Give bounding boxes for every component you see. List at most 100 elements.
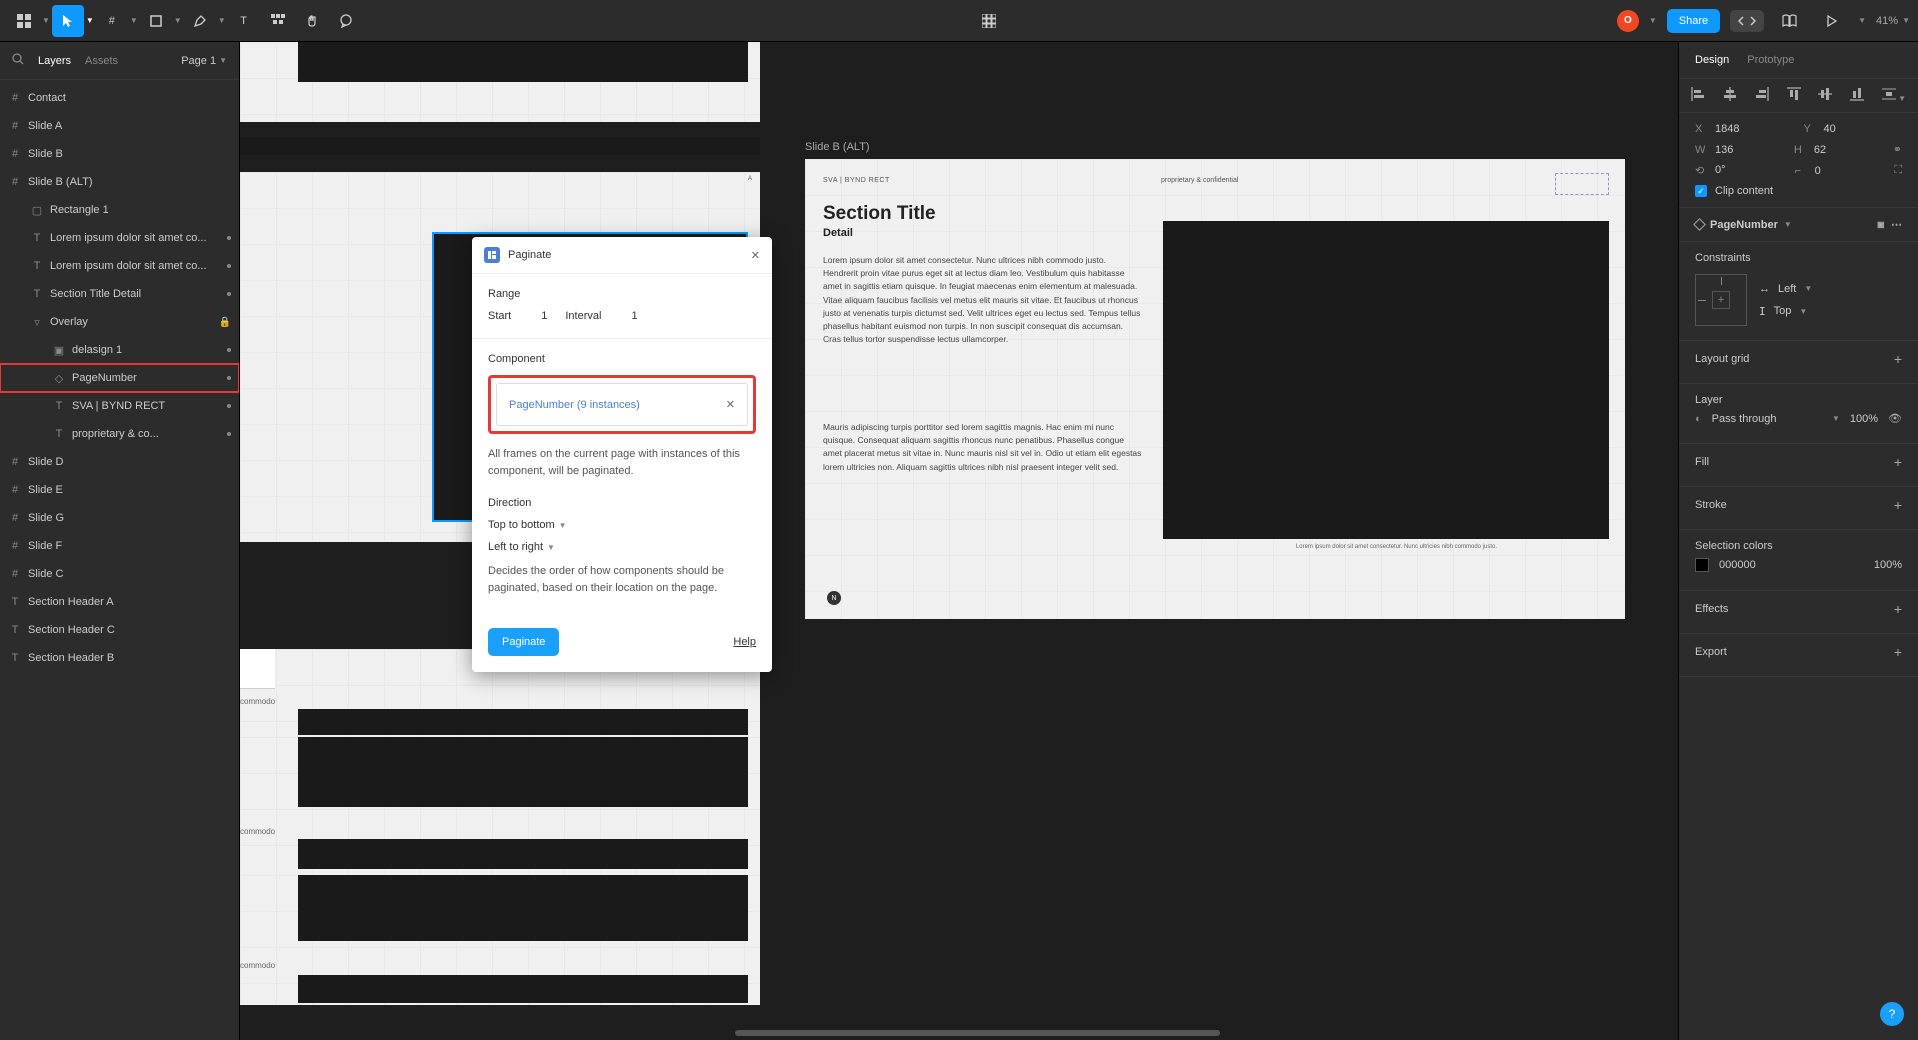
chevron-down-icon[interactable]: ▼ xyxy=(174,16,182,25)
share-button[interactable]: Share xyxy=(1667,9,1720,33)
layer-item[interactable]: ▣delasign 1 xyxy=(0,336,239,364)
dev-mode-button[interactable] xyxy=(1730,10,1764,32)
layer-item[interactable]: #Slide D xyxy=(0,448,239,476)
expand-icon[interactable]: ⛶ xyxy=(1894,164,1902,177)
slide-frame-right[interactable]: SVA | BYND RECT proprietary & confidenti… xyxy=(805,159,1625,619)
link-icon[interactable]: ⚭ xyxy=(1893,143,1902,156)
layer-item[interactable]: #Slide F xyxy=(0,532,239,560)
top-to-bottom-select[interactable]: Top to bottom▼ xyxy=(488,519,756,531)
help-fab[interactable]: ? xyxy=(1880,1002,1904,1026)
horizontal-scrollbar[interactable] xyxy=(735,1030,1448,1036)
help-link[interactable]: Help xyxy=(733,636,756,648)
align-bottom-icon[interactable] xyxy=(1850,87,1864,104)
layers-tab[interactable]: Layers xyxy=(38,55,71,67)
chevron-down-icon[interactable]: ▼ xyxy=(1784,220,1792,229)
distribute-icon[interactable]: ▼ xyxy=(1882,87,1906,104)
y-value[interactable]: 40 xyxy=(1824,123,1903,135)
blend-mode[interactable]: Pass through xyxy=(1712,413,1822,425)
left-to-right-select[interactable]: Left to right▼ xyxy=(488,541,756,553)
close-icon[interactable]: ✕ xyxy=(751,249,760,262)
radius-value[interactable]: 0 xyxy=(1815,165,1885,177)
assets-tab[interactable]: Assets xyxy=(85,55,118,67)
layer-item[interactable]: #Slide A xyxy=(0,112,239,140)
layer-item[interactable]: TSection Header C xyxy=(0,616,239,644)
h-value[interactable]: 62 xyxy=(1814,144,1883,156)
color-swatch[interactable] xyxy=(1695,558,1709,572)
align-vcenter-icon[interactable] xyxy=(1818,87,1832,104)
canvas[interactable]: A Slide B (ALT) SVA | BYND RECT propriet… xyxy=(240,42,1678,1040)
slide-frame-bottom3[interactable]: commodo xyxy=(240,875,760,1005)
avatar[interactable]: O xyxy=(1617,10,1639,32)
main-menu[interactable] xyxy=(8,5,40,37)
layer-item[interactable]: #Slide B (ALT) xyxy=(0,168,239,196)
layer-item[interactable]: TSection Header A xyxy=(0,588,239,616)
lock-icon[interactable]: 🔒 xyxy=(219,317,231,328)
text-tool[interactable]: T xyxy=(228,5,260,37)
frame-tool[interactable]: # xyxy=(96,5,128,37)
search-icon[interactable] xyxy=(12,53,24,68)
layer-item[interactable]: #Contact xyxy=(0,84,239,112)
rotation-value[interactable]: 0° xyxy=(1715,164,1785,177)
add-export-button[interactable]: + xyxy=(1894,644,1902,660)
layer-item[interactable]: TSection Title Detail xyxy=(0,280,239,308)
interval-value[interactable]: 1 xyxy=(631,310,637,322)
play-button[interactable] xyxy=(1816,5,1848,37)
layer-item[interactable]: TLorem ipsum dolor sit amet co... xyxy=(0,252,239,280)
layer-item[interactable]: ◇PageNumber xyxy=(0,364,239,392)
page-selector[interactable]: Page 1▼ xyxy=(181,55,227,67)
add-stroke-button[interactable]: + xyxy=(1894,497,1902,513)
chevron-down-icon[interactable]: ▼ xyxy=(1858,16,1866,25)
comment-tool[interactable] xyxy=(330,5,362,37)
more-icon[interactable]: ⋯ xyxy=(1891,218,1902,231)
detach-icon[interactable]: ◈ xyxy=(1873,217,1888,232)
layer-item[interactable]: ▿Overlay🔒 xyxy=(0,308,239,336)
library-icon[interactable] xyxy=(1774,5,1806,37)
resources-tool[interactable] xyxy=(262,5,294,37)
prototype-tab[interactable]: Prototype xyxy=(1747,54,1794,66)
v-constraint-select[interactable]: ITop▼ xyxy=(1759,305,1812,318)
pen-tool[interactable] xyxy=(184,5,216,37)
add-fill-button[interactable]: + xyxy=(1894,454,1902,470)
add-effect-button[interactable]: + xyxy=(1894,601,1902,617)
paginate-button[interactable]: Paginate xyxy=(488,628,559,656)
slide-label[interactable]: Slide B (ALT) xyxy=(805,141,870,153)
layer-item[interactable]: #Slide E xyxy=(0,476,239,504)
layer-item[interactable]: #Slide G xyxy=(0,504,239,532)
h-constraint-select[interactable]: ↔Left▼ xyxy=(1759,283,1812,295)
layer-item[interactable]: #Slide C xyxy=(0,560,239,588)
shape-tool[interactable] xyxy=(140,5,172,37)
layer-item[interactable]: TLorem ipsum dolor sit amet co... xyxy=(0,224,239,252)
align-left-icon[interactable] xyxy=(1691,87,1705,104)
zoom-level[interactable]: 41%▼ xyxy=(1876,15,1910,27)
opacity-value[interactable]: 100% xyxy=(1850,413,1878,425)
move-tool[interactable] xyxy=(52,5,84,37)
layer-item[interactable]: Tproprietary & co... xyxy=(0,420,239,448)
slide-frame-partial-top[interactable] xyxy=(240,42,760,122)
align-top-icon[interactable] xyxy=(1787,87,1801,104)
chevron-down-icon[interactable]: ▼ xyxy=(42,16,50,25)
constraints-widget[interactable]: + xyxy=(1695,274,1747,326)
resources-icon[interactable] xyxy=(973,5,1005,37)
slide-frame-bottom2[interactable]: commodo xyxy=(240,737,760,875)
chevron-down-icon[interactable]: ▼ xyxy=(86,16,94,25)
layer-item[interactable]: #Slide B xyxy=(0,140,239,168)
layer-item[interactable]: ▢Rectangle 1 xyxy=(0,196,239,224)
w-value[interactable]: 136 xyxy=(1715,144,1784,156)
align-hcenter-icon[interactable] xyxy=(1723,87,1737,104)
visibility-icon[interactable]: 👁 xyxy=(1888,412,1902,425)
start-value[interactable]: 1 xyxy=(541,310,547,322)
layer-item[interactable]: TSVA | BYND RECT xyxy=(0,392,239,420)
design-tab[interactable]: Design xyxy=(1695,54,1729,66)
color-hex[interactable]: 000000 xyxy=(1719,559,1756,571)
chevron-down-icon[interactable]: ▼ xyxy=(218,16,226,25)
chevron-down-icon[interactable]: ▼ xyxy=(130,16,138,25)
add-layout-grid-button[interactable]: + xyxy=(1894,351,1902,367)
color-opacity[interactable]: 100% xyxy=(1874,559,1902,571)
slide-frame-strip[interactable] xyxy=(240,137,760,155)
align-right-icon[interactable] xyxy=(1755,87,1769,104)
x-value[interactable]: 1848 xyxy=(1715,123,1794,135)
clip-content-checkbox[interactable]: ✓ xyxy=(1695,185,1707,197)
chevron-down-icon[interactable]: ▼ xyxy=(1649,16,1657,25)
hand-tool[interactable] xyxy=(296,5,328,37)
remove-component-icon[interactable]: ✕ xyxy=(726,398,735,411)
